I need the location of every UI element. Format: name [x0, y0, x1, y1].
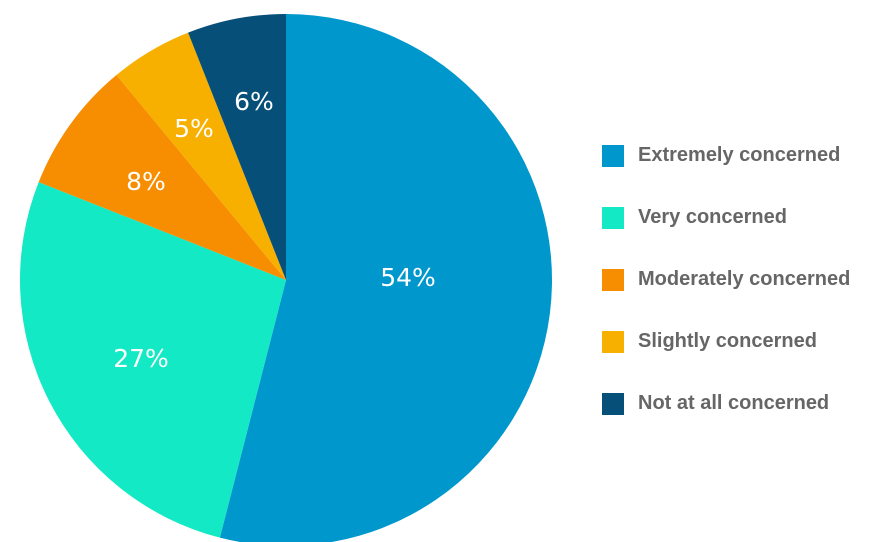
legend-item-extremely-concerned: Extremely concerned — [602, 140, 850, 171]
legend-swatch-not-at-all-concerned — [602, 393, 624, 415]
legend-swatch-moderately-concerned — [602, 269, 624, 291]
slice-label-moderately-concerned: 8% — [126, 167, 166, 196]
legend-item-not-at-all-concerned: Not at all concerned — [602, 388, 850, 419]
legend-swatch-slightly-concerned — [602, 331, 624, 353]
pie-slices — [20, 14, 552, 542]
legend-item-very-concerned: Very concerned — [602, 202, 850, 233]
legend: Extremely concerned Very concerned Moder… — [602, 140, 850, 450]
legend-label-very-concerned: Very concerned — [638, 206, 787, 229]
legend-label-slightly-concerned: Slightly concerned — [638, 330, 817, 353]
slice-label-not-at-all-concerned: 6% — [234, 87, 274, 116]
slice-label-very-concerned: 27% — [113, 344, 169, 373]
legend-label-not-at-all-concerned: Not at all concerned — [638, 392, 829, 415]
slice-label-slightly-concerned: 5% — [174, 114, 214, 143]
legend-label-moderately-concerned: Moderately concerned — [638, 268, 850, 291]
legend-item-moderately-concerned: Moderately concerned — [602, 264, 850, 295]
legend-swatch-very-concerned — [602, 207, 624, 229]
pie-chart: 54% 27% 8% 5% 6% — [0, 0, 600, 542]
legend-item-slightly-concerned: Slightly concerned — [602, 326, 850, 357]
slice-label-extremely-concerned: 54% — [380, 263, 436, 292]
legend-label-extremely-concerned: Extremely concerned — [638, 144, 840, 167]
legend-swatch-extremely-concerned — [602, 145, 624, 167]
